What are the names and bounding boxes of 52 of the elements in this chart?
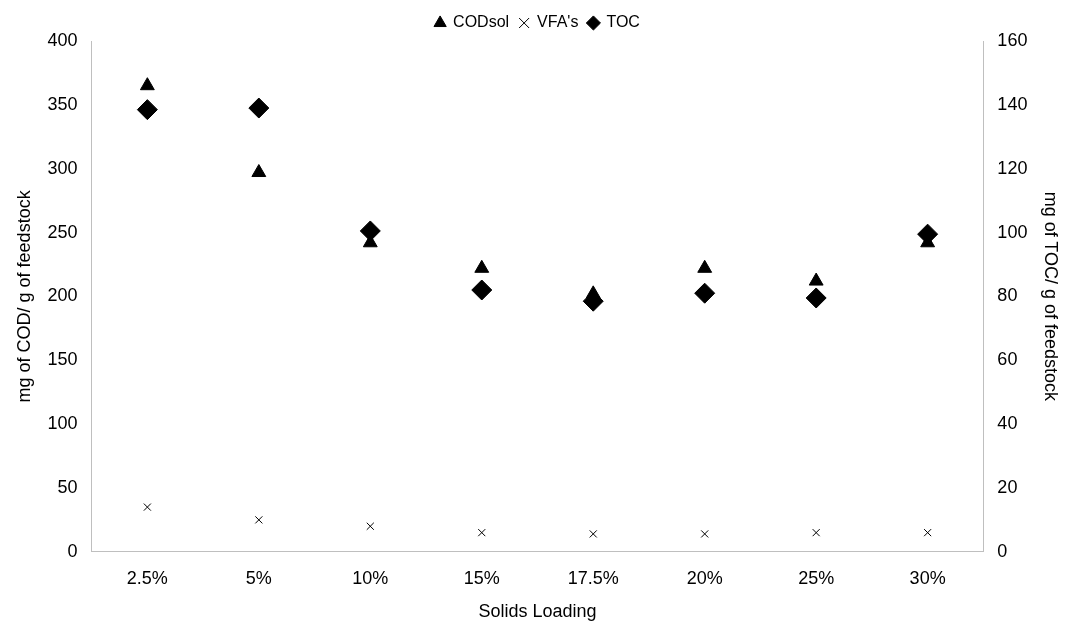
legend-label: CODsol — [453, 13, 510, 31]
y-axis-title: mg of COD/ g of feedstock — [13, 189, 34, 403]
point — [697, 259, 713, 273]
x-tick-label: 2.5% — [126, 567, 168, 588]
x-tick-label: 10% — [352, 567, 389, 588]
y-tick-label: 250 — [47, 221, 78, 242]
legend-label: VFA's — [537, 13, 579, 31]
point — [808, 272, 824, 286]
y2-tick-label: 20 — [997, 476, 1018, 497]
y-tick-label: 350 — [47, 93, 78, 114]
y2-tick-label: 60 — [997, 349, 1018, 370]
y2-tick-label: 140 — [997, 93, 1028, 114]
y-tick-label: 0 — [67, 540, 78, 561]
point — [359, 220, 381, 242]
y2-axis-title: mg of TOC/ g of feedstock — [1041, 191, 1062, 403]
x-axis-title: Solids Loading — [478, 601, 597, 622]
point — [251, 164, 267, 178]
x-tick-label: 15% — [463, 567, 500, 588]
point — [248, 97, 270, 119]
point — [923, 528, 932, 537]
point — [805, 287, 827, 309]
y2-tick-label: 120 — [997, 157, 1028, 178]
y-tick-label: 50 — [57, 476, 78, 497]
point — [585, 285, 601, 299]
point — [589, 529, 598, 538]
point — [139, 77, 155, 91]
point — [136, 99, 158, 121]
point — [471, 279, 493, 301]
x-tick-label: 30% — [909, 567, 946, 588]
y-tick-label: 100 — [47, 413, 78, 434]
point — [143, 503, 152, 512]
point — [694, 282, 716, 304]
y2-tick-label: 0 — [997, 540, 1008, 561]
point — [254, 515, 263, 524]
y-tick-label: 400 — [47, 29, 78, 50]
y2-tick-label: 160 — [997, 29, 1028, 50]
x-tick-label: 17.5% — [567, 567, 619, 588]
y2-tick-label: 40 — [997, 413, 1018, 434]
x-tick-label: 25% — [798, 567, 835, 588]
point — [812, 528, 821, 537]
x-tick-label: 5% — [245, 567, 272, 588]
point — [700, 529, 709, 538]
y2-tick-label: 100 — [997, 221, 1028, 242]
point — [474, 259, 490, 273]
y2-tick-label: 80 — [997, 285, 1018, 306]
x-tick-label: 20% — [686, 567, 723, 588]
y-tick-label: 200 — [47, 285, 78, 306]
point — [477, 528, 486, 537]
y-tick-label: 150 — [47, 349, 78, 370]
point — [366, 522, 375, 531]
legend-label: TOC — [606, 13, 640, 31]
y-tick-label: 300 — [47, 157, 78, 178]
